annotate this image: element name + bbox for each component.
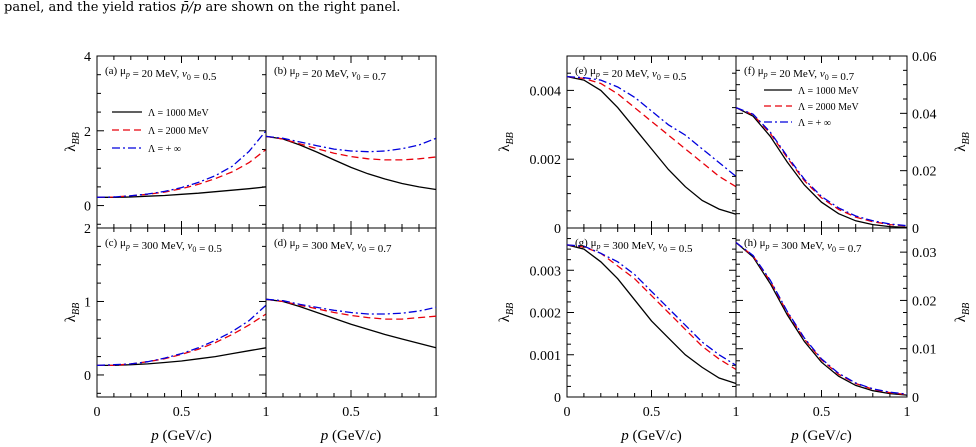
- y-tick-label-h-2: 0.02: [912, 294, 937, 309]
- x-axis-label-d: p (GeV/c): [320, 428, 381, 444]
- y-tick-label-f-3: 0.06: [912, 50, 937, 65]
- series-line-a-1: [96, 148, 267, 198]
- series-line-c-1: [97, 313, 267, 367]
- panel-annotation-f: (f) μp = 20 MeV, v0 = 0.7: [744, 65, 855, 83]
- panel-frame-e: [566, 55, 737, 229]
- series-line-b-2: [265, 135, 437, 153]
- panel-annotation-h: (h) μp = 300 MeV, v0 = 0.7: [744, 237, 862, 255]
- y-tick-label-a-0: 0: [84, 200, 91, 215]
- y-tick-label-g-0: 0: [554, 391, 561, 406]
- x-tick-label-g-1: 0.5: [643, 405, 661, 420]
- y-tick-label-e-1: 0.002: [530, 153, 562, 168]
- series-line-c-2: [96, 304, 267, 367]
- x-tick-label-d-1: 0.5: [342, 405, 360, 420]
- x-tick-label-g-0: 0: [564, 405, 571, 420]
- x-tick-label-c-1: 0.5: [173, 405, 191, 420]
- y-axis-label-c: λBB: [63, 303, 82, 323]
- series-line-f-2: [735, 106, 908, 227]
- y-tick-label-f-1: 0.02: [912, 165, 937, 180]
- legend-label-f-1: Λ = 2000 MeV: [798, 102, 859, 113]
- panel-annotation-g: (g) μp = 300 MeV, v0 = 0.5: [575, 237, 693, 255]
- series-line-f-1: [735, 107, 908, 227]
- panel-annotation-e: (e) μp = 20 MeV, v0 = 0.5: [575, 65, 687, 83]
- panel-annotation-a: (a) μp = 20 MeV, v0 = 0.5: [105, 65, 217, 83]
- x-tick-label-c-0: 0: [94, 405, 101, 420]
- y-axis-label-g: λBB: [497, 303, 516, 323]
- series-line-b-1: [265, 135, 437, 161]
- x-tick-label-g-2: 1: [733, 405, 740, 420]
- series-line-g-0: [566, 244, 737, 385]
- series-line-h-2: [735, 241, 908, 395]
- y-tick-label-c-1: 1: [84, 295, 91, 310]
- legend-label-a-0: Λ = 1000 MeV: [148, 108, 209, 119]
- x-axis-label-c: p (GeV/c): [150, 428, 211, 444]
- panel-annotation-b: (b) μp = 20 MeV, v0 = 0.7: [274, 65, 386, 83]
- panel-frame-c: [96, 227, 267, 398]
- y-tick-label-c-2: 2: [84, 222, 91, 237]
- y-tick-label-e-2: 0.004: [530, 84, 562, 99]
- legend-label-a-2: Λ = + ∞: [148, 144, 181, 155]
- y-axis-label-e: λBB: [497, 132, 516, 152]
- x-tick-label-h-2: 1: [904, 405, 911, 420]
- y-tick-label-c-0: 0: [84, 369, 91, 384]
- y-tick-label-e-0: 0: [554, 222, 561, 237]
- caption-symbol: p̄/p: [180, 0, 202, 15]
- legend-label-a-1: Λ = 2000 MeV: [148, 126, 209, 137]
- y-axis-label-f: λBB: [953, 132, 972, 152]
- series-line-f-0: [735, 107, 908, 229]
- y-tick-label-h-0: 0: [912, 391, 919, 406]
- y-tick-label-f-2: 0.04: [912, 107, 937, 122]
- x-axis-label-g: p (GeV/c): [620, 428, 681, 444]
- series-line-c-0: [97, 347, 267, 367]
- y-tick-label-g-3: 0.003: [530, 264, 562, 279]
- y-tick-label-a-2: 4: [84, 50, 91, 65]
- caption-text-pre: panel, and the yield ratios: [4, 0, 181, 15]
- figure-caption: panel, and the yield ratios p̄/p are sho…: [4, 0, 400, 15]
- y-tick-label-g-2: 0.002: [530, 307, 562, 322]
- x-tick-label-h-1: 0.5: [813, 405, 831, 420]
- panel-frame-a: [96, 55, 267, 229]
- legend-label-f-2: Λ = + ∞: [798, 118, 831, 129]
- series-line-a-0: [97, 186, 267, 198]
- y-tick-label-a-1: 2: [84, 125, 91, 140]
- y-axis-label-a: λBB: [63, 132, 82, 152]
- panel-annotation-c: (c) μp = 300 MeV, v0 = 0.5: [105, 237, 222, 255]
- caption-text-post: are shown on the right panel.: [201, 0, 401, 15]
- x-axis-label-h: p (GeV/c): [790, 428, 851, 444]
- legend-label-f-0: Λ = 1000 MeV: [798, 86, 859, 97]
- series-line-h-0: [735, 242, 908, 396]
- panel-frame-g: [566, 227, 737, 398]
- series-line-a-2: [96, 130, 267, 198]
- series-line-d-2: [265, 298, 437, 315]
- series-line-e-2: [566, 75, 737, 177]
- series-line-h-1: [735, 241, 908, 396]
- series-line-d-1: [265, 298, 437, 320]
- series-line-b-0: [265, 135, 437, 191]
- y-tick-label-h-3: 0.03: [912, 246, 937, 261]
- series-line-d-0: [265, 298, 437, 349]
- y-axis-label-h: λBB: [953, 303, 972, 323]
- series-line-g-2: [566, 244, 737, 366]
- y-tick-label-f-0: 0: [912, 222, 919, 237]
- series-line-g-1: [566, 244, 737, 371]
- panel-annotation-d: (d) μp = 300 MeV, v0 = 0.7: [274, 237, 392, 255]
- y-tick-label-h-1: 0.01: [912, 343, 937, 358]
- x-tick-label-c-2: 1: [263, 405, 270, 420]
- series-line-e-1: [566, 75, 737, 188]
- panel-frame-h: [735, 227, 908, 398]
- series-line-e-0: [566, 75, 737, 215]
- y-tick-label-g-1: 0.001: [530, 349, 562, 364]
- x-tick-label-d-2: 1: [433, 405, 440, 420]
